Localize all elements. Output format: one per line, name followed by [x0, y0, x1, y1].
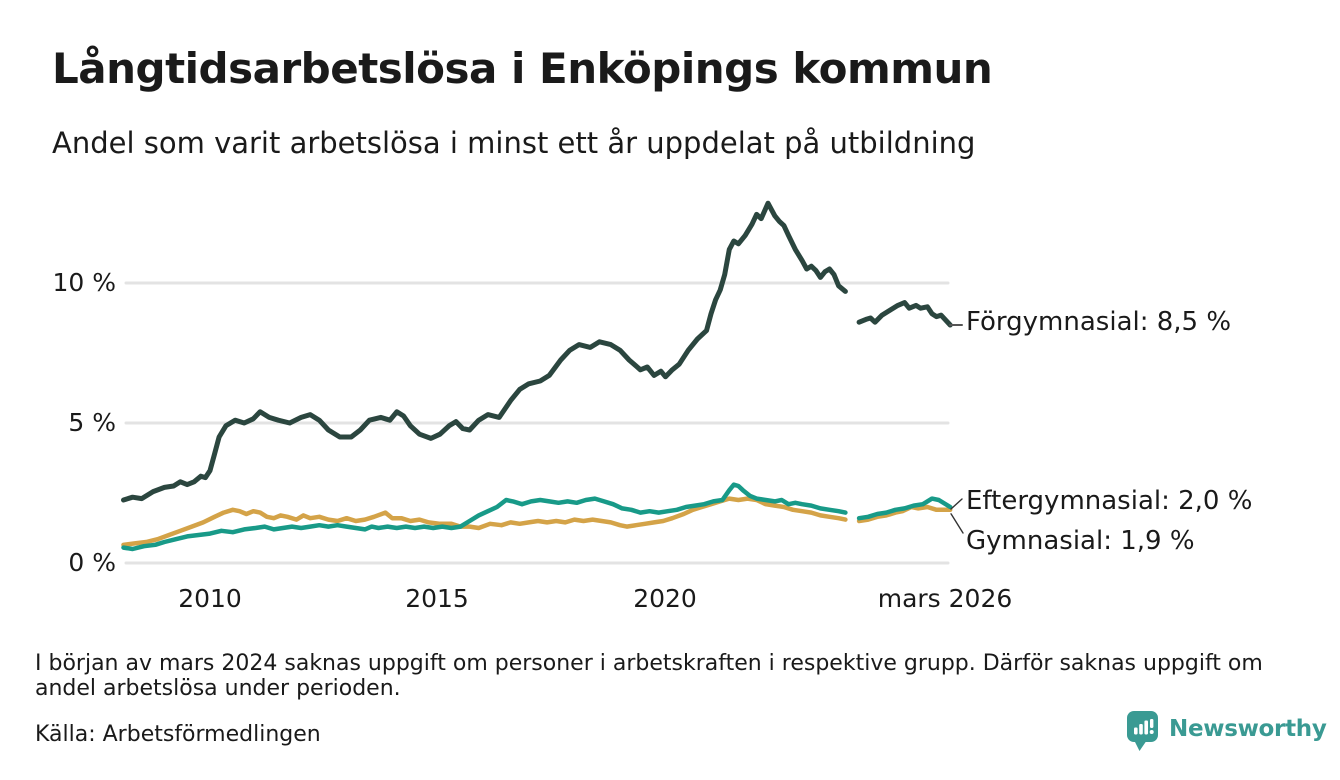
x-axis-tick-2015: 2015	[405, 584, 469, 613]
series-end-label-gymnasial: Gymnasial: 1,9 %	[966, 526, 1195, 556]
page-subtitle: Andel som varit arbetslösa i minst ett å…	[52, 126, 976, 160]
y-axis-tick-0: 0 %	[68, 548, 116, 577]
x-axis-tick-2020: 2020	[633, 584, 697, 613]
series-end-label-forgymnasial: Förgymnasial: 8,5 %	[966, 307, 1232, 337]
footnote: I början av mars 2024 saknas uppgift om …	[35, 651, 1263, 701]
source-credit: Källa: Arbetsförmedlingen	[35, 722, 321, 747]
series-end-label-eftergymnasial: Eftergymnasial: 2,0 %	[966, 486, 1253, 516]
newsworthy-logo-icon	[1127, 711, 1158, 751]
x-axis-tick-2010: 2010	[178, 584, 242, 613]
newsworthy-logo: Newsworthy	[1126, 710, 1327, 752]
y-axis-tick-5: 5 %	[68, 408, 116, 437]
footnote-line-2: andel arbetslösa under perioden.	[35, 676, 401, 701]
footnote-line-1: I början av mars 2024 saknas uppgift om …	[35, 651, 1263, 676]
page-title: Långtidsarbetslösa i Enköpings kommun	[52, 44, 993, 93]
y-axis-tick-10: 10 %	[52, 268, 116, 297]
x-axis-tick-mars-2026: mars 2026	[877, 584, 1013, 613]
newsworthy-logo-text: Newsworthy	[1169, 716, 1327, 742]
